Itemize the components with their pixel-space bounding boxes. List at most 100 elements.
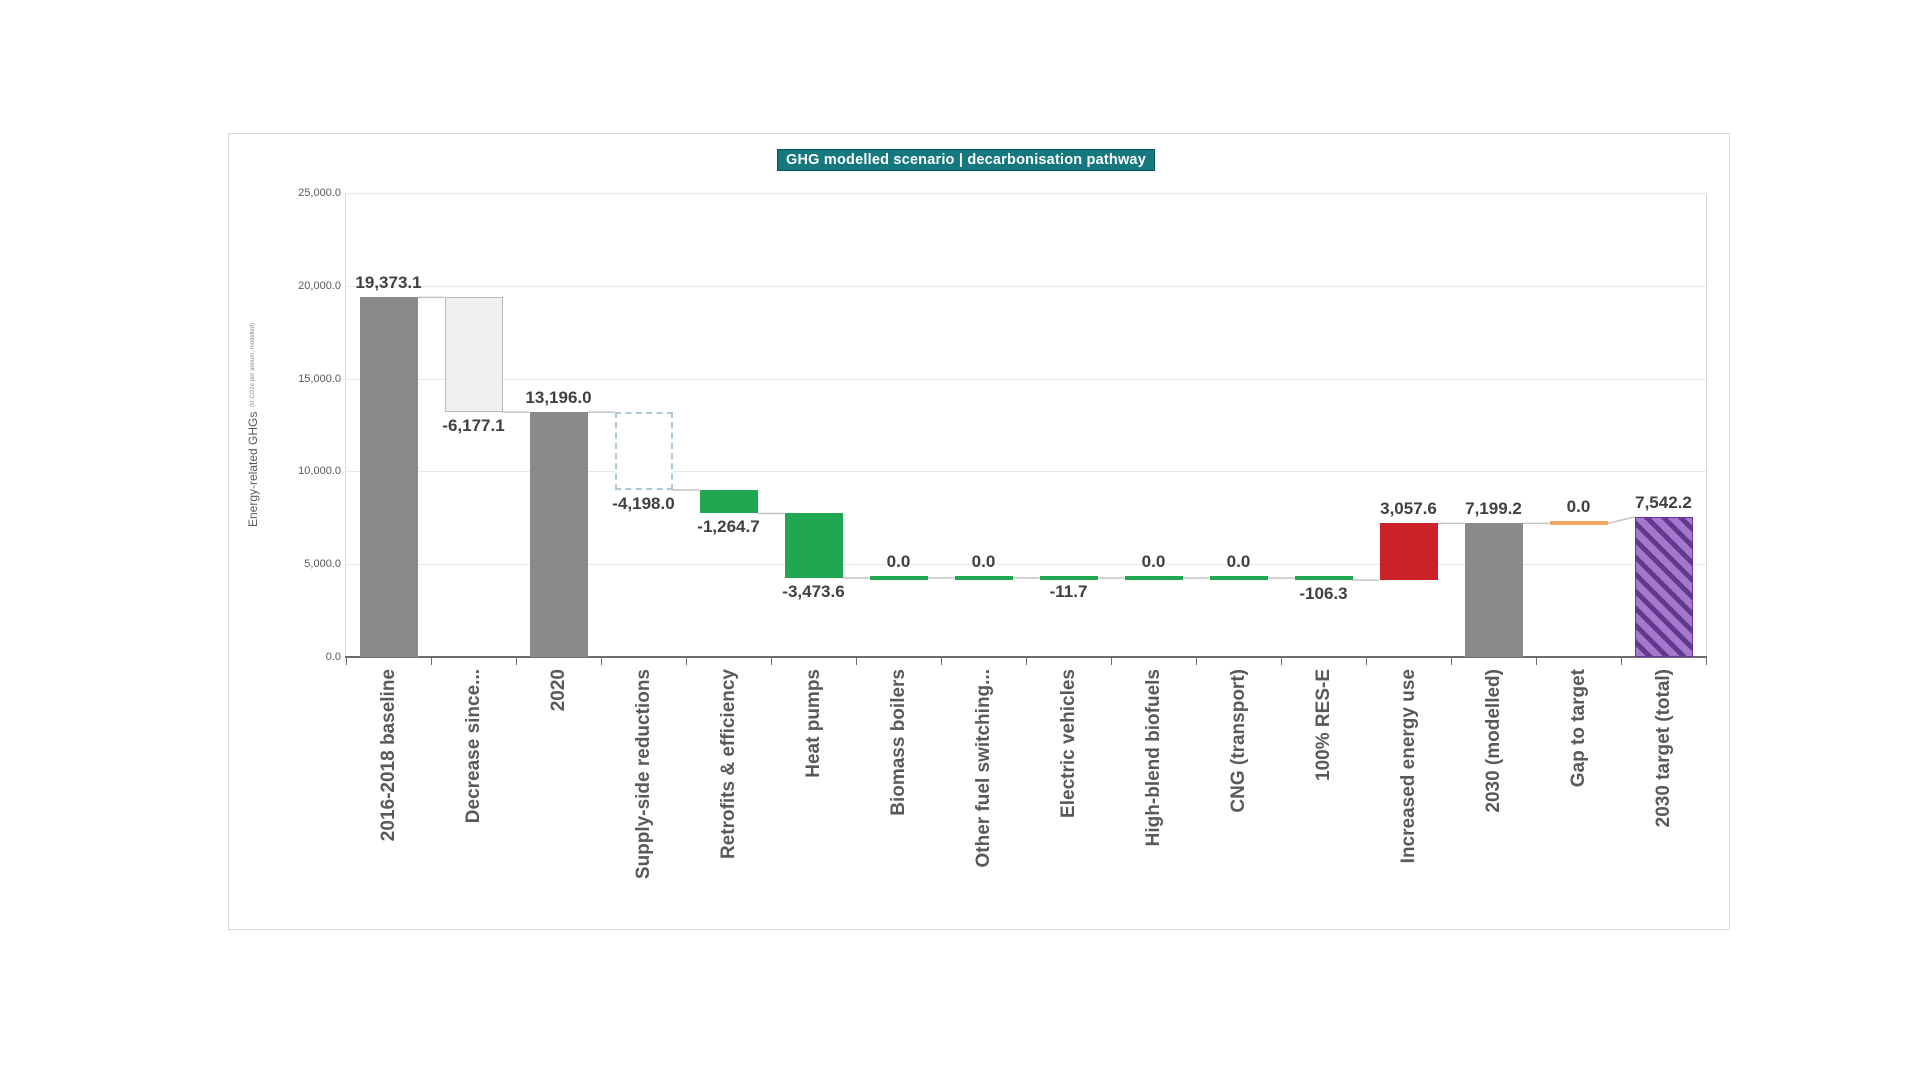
x-category-cell: 100% RES-E — [1281, 669, 1366, 931]
x-category-label: Electric vehicles — [1057, 669, 1079, 818]
x-category-cell: Increased energy use — [1366, 669, 1451, 931]
gridline — [346, 471, 1706, 473]
connector-line — [1607, 516, 1635, 525]
x-axis-tick — [686, 658, 687, 665]
x-category-cell: 2030 target (total) — [1621, 669, 1706, 931]
plot-right-border — [1706, 193, 1707, 657]
bar-gap-to-target — [1549, 521, 1608, 526]
bar-other-fuel-switching — [954, 575, 1013, 580]
bar-2030-modelled — [1464, 523, 1523, 657]
bar-value-label: -11.7 — [1049, 582, 1088, 602]
x-category-label: 2030 (modelled) — [1482, 669, 1504, 813]
bar-biomass-boilers — [869, 575, 928, 580]
x-axis-tick — [941, 658, 942, 665]
gridline — [346, 285, 1706, 287]
x-category-cell: High-blend biofuels — [1111, 669, 1196, 931]
bar-value-label: 3,057.6 — [1380, 499, 1437, 519]
x-category-cell: Decrease since... — [431, 669, 516, 931]
plot-left-border — [345, 193, 346, 657]
bar-2016-2018-baseline — [359, 297, 418, 657]
x-category-cell: 2030 (modelled) — [1451, 669, 1536, 931]
y-axis-tick-label: 25,000.0 — [298, 187, 341, 199]
bar-value-label: 0.0 — [1566, 497, 1591, 517]
bar-2020 — [529, 412, 588, 657]
chart-title: GHG modelled scenario | decarbonisation … — [777, 149, 1155, 171]
bar-value-label: -6,177.1 — [442, 416, 505, 436]
bar-value-label: 0.0 — [971, 551, 996, 571]
bar-high-blend-biofuels — [1124, 576, 1183, 581]
x-category-label: Other fuel switching... — [972, 669, 994, 868]
bar-100-res-e — [1294, 576, 1353, 581]
x-category-label: Supply-side reductions — [632, 669, 654, 880]
x-category-label: High-blend biofuels — [1142, 669, 1164, 847]
x-axis-tick — [771, 658, 772, 665]
x-category-cell: Biomass boilers — [856, 669, 941, 931]
y-axis-title-note: (kt CO2e per annum, modelled) — [250, 323, 256, 408]
bar-increased-energy-use — [1379, 523, 1438, 581]
x-category-cell: CNG (transport) — [1196, 669, 1281, 931]
x-axis-tick — [1536, 658, 1537, 665]
x-axis-tick — [1366, 658, 1367, 665]
bar-value-label: 0.0 — [1226, 552, 1251, 572]
bar-decrease-since — [444, 297, 503, 413]
x-axis-tick — [1111, 658, 1112, 665]
bar-value-label: -1,264.7 — [697, 517, 760, 537]
x-category-cell: Gap to target — [1536, 669, 1621, 931]
y-axis-tick-label: 10,000.0 — [298, 465, 341, 478]
bar-retrofits-efficiency — [699, 489, 758, 514]
x-category-cell: Supply-side reductions — [601, 669, 686, 931]
bar-value-label: -3,473.6 — [782, 581, 845, 601]
y-axis-tick-label: 20,000.0 — [298, 279, 341, 292]
y-axis-tick-label: 0.0 — [325, 651, 341, 663]
x-axis-tick — [1621, 658, 1622, 665]
bar-2030-target-total — [1634, 517, 1693, 657]
x-axis-tick — [431, 658, 432, 665]
bar-value-label: 0.0 — [886, 551, 911, 571]
x-category-cell: Heat pumps — [771, 669, 856, 931]
gridline — [346, 564, 1706, 566]
plot-area: 19,373.1 -6,177.1 13,196.0 -4,198.0 -1,264.7… — [345, 193, 1707, 665]
gridline — [346, 378, 1706, 380]
bar-heat-pumps — [784, 513, 843, 578]
x-category-label: Increased energy use — [1397, 669, 1419, 864]
bar-electric-vehicles — [1039, 575, 1098, 580]
x-axis-tick — [1196, 658, 1197, 665]
x-axis-tick — [856, 658, 857, 665]
gridline — [346, 193, 1706, 194]
x-category-label: 2030 target (total) — [1652, 669, 1674, 828]
bar-value-label: 7,199.2 — [1465, 499, 1522, 519]
bar-cng-transport — [1209, 576, 1268, 581]
bar-value-label: -106.3 — [1299, 584, 1348, 604]
x-category-label: Decrease since... — [462, 669, 484, 824]
x-category-label: 2020 — [547, 669, 569, 712]
x-axis-tick — [1706, 658, 1707, 665]
x-category-cell: 2020 — [516, 669, 601, 931]
x-axis-tick — [346, 658, 347, 665]
x-category-cell: 2016-2018 baseline — [346, 669, 431, 931]
x-axis-tick — [1281, 658, 1282, 665]
x-axis-tick — [1026, 658, 1027, 665]
x-axis-line — [345, 656, 1707, 658]
x-category-cell: Other fuel switching... — [941, 669, 1026, 931]
x-axis-tick — [601, 658, 602, 665]
y-axis-title-text: Energy-related GHGs — [246, 411, 260, 527]
x-category-cell: Retrofits & efficiency — [686, 669, 771, 931]
y-axis-tick-label: 15,000.0 — [298, 372, 341, 385]
bar-value-label: 19,373.1 — [355, 273, 422, 293]
chart-panel: GHG modelled scenario | decarbonisation … — [228, 133, 1730, 930]
bar-value-label: -4,198.0 — [612, 493, 675, 513]
x-axis-tick — [1451, 658, 1452, 665]
x-axis-tick — [516, 658, 517, 665]
x-category-label: Retrofits & efficiency — [717, 669, 739, 860]
x-category-label: Gap to target — [1567, 669, 1589, 788]
bar-value-label: 0.0 — [1141, 552, 1166, 572]
bar-value-label: 13,196.0 — [525, 388, 592, 408]
x-category-label: 100% RES-E — [1312, 669, 1334, 781]
y-axis-title: Energy-related GHGs (kt CO2e per annum, … — [243, 193, 263, 657]
bar-supply-side-reductions — [614, 412, 673, 490]
bar-value-label: 7,542.2 — [1635, 493, 1692, 513]
y-axis-tick-label: 5,000.0 — [304, 558, 341, 571]
x-category-label: Biomass boilers — [887, 669, 909, 816]
x-category-label: Heat pumps — [802, 669, 824, 778]
x-category-cell: Electric vehicles — [1026, 669, 1111, 931]
